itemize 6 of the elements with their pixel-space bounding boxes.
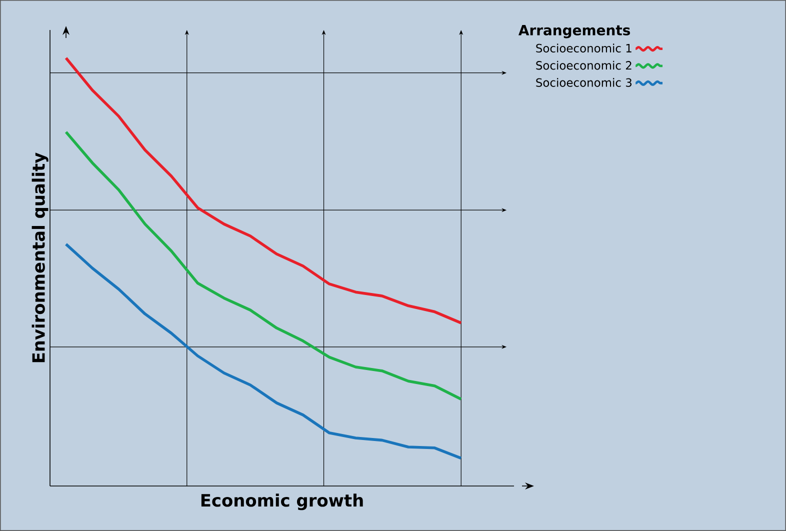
y-axis-title: Environmental quality	[32, 152, 48, 362]
x-axis-title: Economic growth	[201, 494, 363, 510]
legend-label: Socioeconomic 1	[536, 44, 632, 53]
legend-title: Arrangements	[518, 25, 630, 38]
legend-label: Socioeconomic 3	[536, 78, 632, 87]
legend-label: Socioeconomic 2	[536, 60, 632, 70]
